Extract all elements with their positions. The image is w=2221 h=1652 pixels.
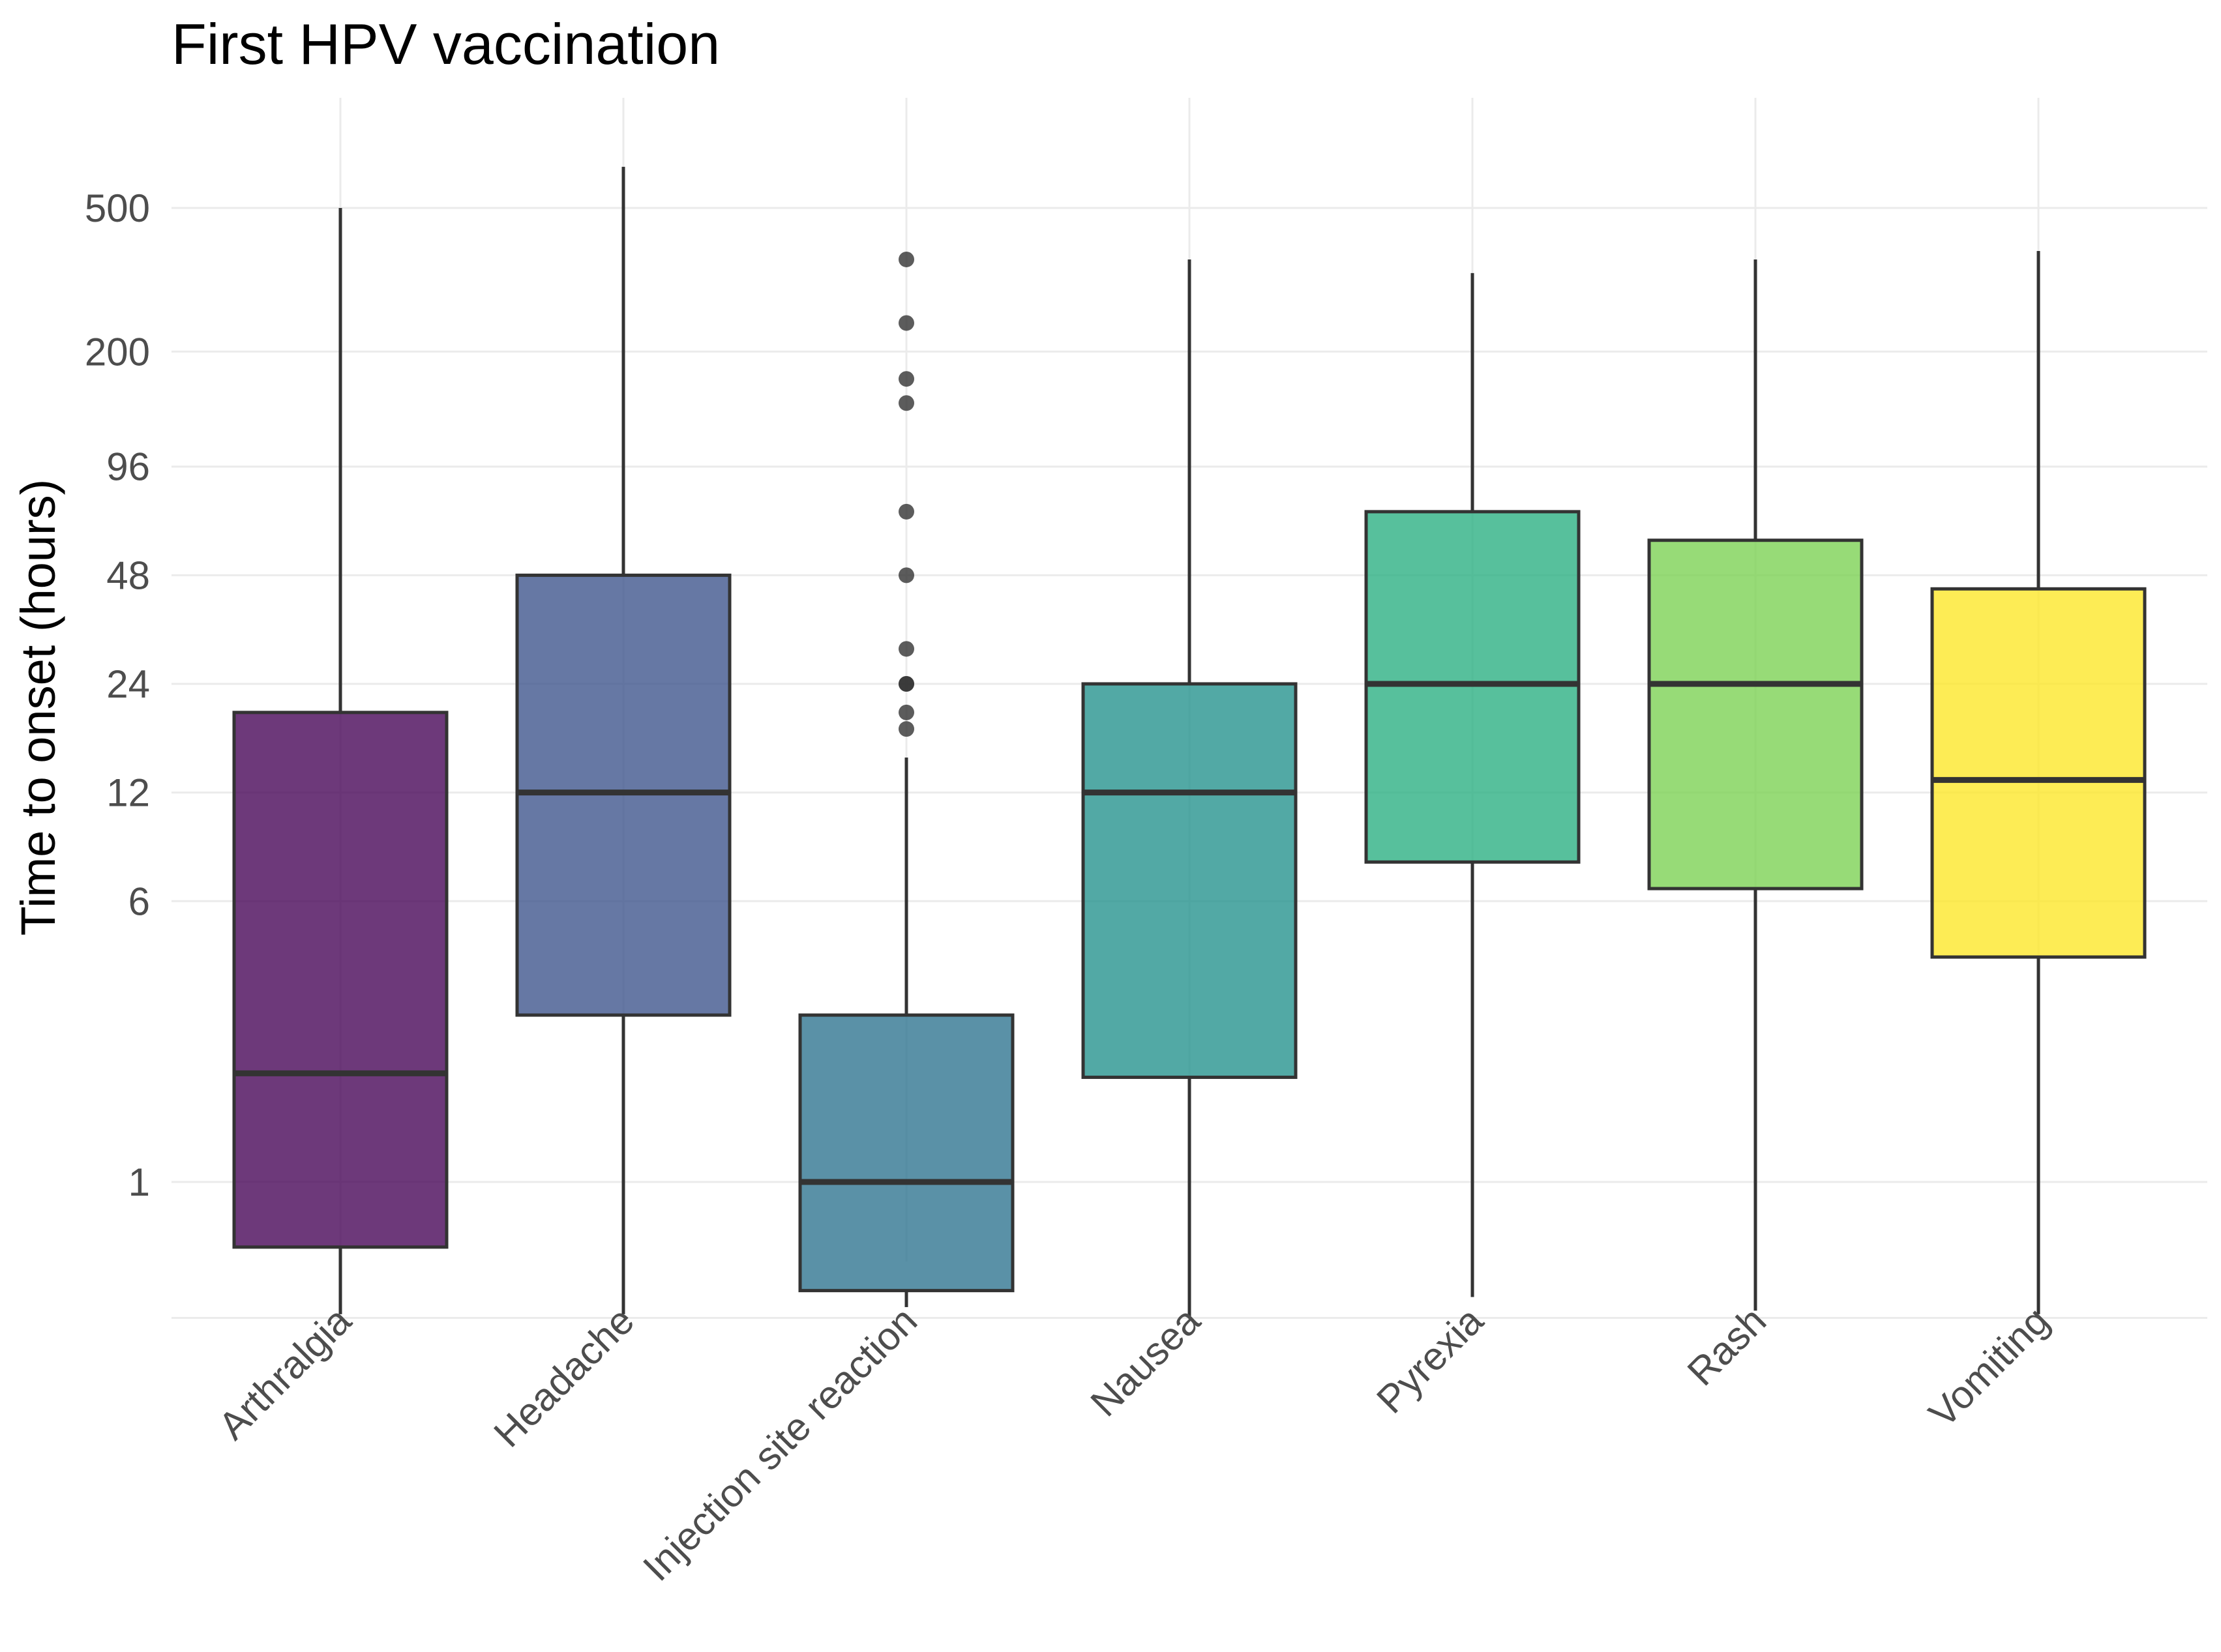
box-injection-site-reaction xyxy=(798,1013,1015,1293)
box-group-injection-site-reaction xyxy=(798,251,1015,1307)
y-tick-label: 12 xyxy=(106,771,150,815)
outlier-point xyxy=(899,315,914,331)
outlier-point xyxy=(899,371,914,387)
box-rash xyxy=(1647,538,1864,891)
y-tick-label: 48 xyxy=(106,553,150,597)
box-group-arthralgia xyxy=(232,208,449,1314)
y-tick-label: 24 xyxy=(106,662,150,706)
chart-title: First HPV vaccination xyxy=(171,12,720,76)
outlier-point xyxy=(899,503,914,520)
y-tick-label: 1 xyxy=(128,1160,150,1204)
outlier-point xyxy=(899,675,914,692)
x-tick-label: Injection site reaction xyxy=(634,1299,925,1589)
y-tick-label: 500 xyxy=(85,186,150,230)
outlier-point xyxy=(899,395,914,411)
box-group-pyrexia xyxy=(1364,273,1581,1297)
outlier-point xyxy=(899,567,914,583)
x-tick-label: Rash xyxy=(1679,1299,1774,1394)
x-tick-label: Vomiting xyxy=(1920,1299,2057,1436)
box-arthralgia xyxy=(232,711,449,1249)
outlier-point xyxy=(899,641,914,657)
x-tick-label: Pyrexia xyxy=(1368,1298,1491,1421)
box-vomiting xyxy=(1930,587,2147,959)
box-group-headache xyxy=(515,166,732,1314)
y-tick-label: 96 xyxy=(106,445,150,489)
y-axis-title: Time to onset (hours) xyxy=(11,479,65,936)
boxes-layer xyxy=(232,166,2147,1318)
y-tick-labels: 1 6 12 24 48 96 200 500 xyxy=(85,186,150,1204)
box-group-vomiting xyxy=(1930,250,2147,1314)
y-tick-label: 200 xyxy=(85,330,150,374)
box-nausea xyxy=(1081,682,1298,1079)
x-tick-label: Arthralgia xyxy=(210,1298,359,1447)
box-group-rash xyxy=(1647,259,1864,1311)
x-tick-label: Headache xyxy=(485,1299,642,1456)
outlier-point xyxy=(899,251,914,267)
outlier-point xyxy=(899,721,914,737)
box-group-nausea xyxy=(1081,259,1298,1318)
y-tick-label: 6 xyxy=(128,879,150,923)
outlier-point xyxy=(899,704,914,720)
box-pyrexia xyxy=(1364,510,1581,864)
